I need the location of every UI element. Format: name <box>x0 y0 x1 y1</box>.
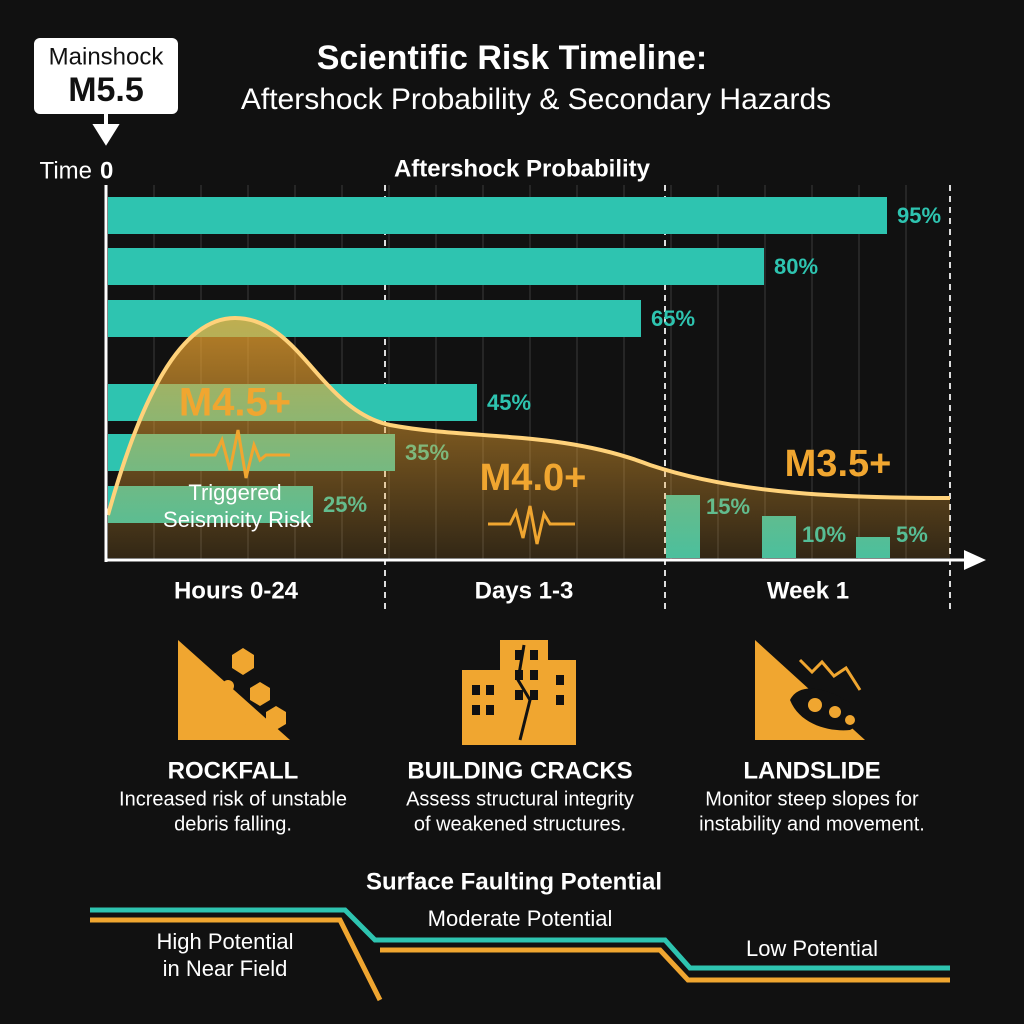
phase-label: Days 1-3 <box>475 577 574 604</box>
time-label: Time <box>40 157 92 184</box>
risk-area <box>108 318 950 558</box>
hazard-description: Increased risk of unstable <box>119 788 347 810</box>
annotation: M4.5+ <box>179 381 291 425</box>
hazard-title: ROCKFALL <box>168 757 299 784</box>
time-zero: 0 <box>100 157 113 184</box>
hazard-title: BUILDING CRACKS <box>407 757 632 784</box>
value-label: 65% <box>651 306 695 331</box>
hazard-description: Monitor steep slopes for <box>705 788 919 810</box>
building-icon <box>462 640 576 745</box>
title: Scientific Risk Timeline: <box>317 39 708 77</box>
annotation: M3.5+ <box>785 443 892 485</box>
value-label: 80% <box>774 254 818 279</box>
hazards: ROCKFALL Increased risk of unstable debris… <box>119 757 925 835</box>
bar <box>108 197 887 234</box>
fault-line <box>90 907 950 971</box>
hazard-description: of weakened structures. <box>414 813 626 835</box>
seismo-icon <box>190 429 290 479</box>
hazard-title: LANDSLIDE <box>743 757 880 784</box>
annotation: Seismicity Risk <box>163 507 312 532</box>
mainshock-magnitude: M5.5 <box>68 71 144 109</box>
phase-label: Hours 0-24 <box>174 577 299 604</box>
faulting-label: in Near Field <box>163 956 288 981</box>
phase-label: Week 1 <box>767 577 849 604</box>
hazard-description: instability and movement. <box>699 813 925 835</box>
mainshock-arrow <box>92 114 120 146</box>
seismo-icon <box>488 505 575 545</box>
faulting-title: Surface Faulting Potential <box>366 868 662 895</box>
rockfall-icon <box>178 640 290 740</box>
value-label: 95% <box>897 203 941 228</box>
bar <box>108 248 764 285</box>
value-label: 45% <box>487 390 531 415</box>
landslide-icon <box>755 640 865 740</box>
fault-line <box>90 917 950 1002</box>
annotation: M4.0+ <box>480 457 587 499</box>
subtitle: Aftershock Probability & Secondary Hazar… <box>241 83 831 116</box>
hazard-description: debris falling. <box>174 813 292 835</box>
risk-curve <box>106 315 951 516</box>
hazard-description: Assess structural integrity <box>406 788 634 810</box>
axis-arrow <box>964 550 986 570</box>
faulting-label: Moderate Potential <box>428 906 613 931</box>
chart-title: Aftershock Probability <box>394 155 651 182</box>
annotation: Triggered <box>188 480 281 505</box>
faulting-label: High Potential <box>157 929 294 954</box>
bar <box>108 300 641 337</box>
faulting-label: Low Potential <box>746 936 878 961</box>
mainshock-box <box>34 38 178 114</box>
mainshock-label: Mainshock <box>49 43 165 70</box>
